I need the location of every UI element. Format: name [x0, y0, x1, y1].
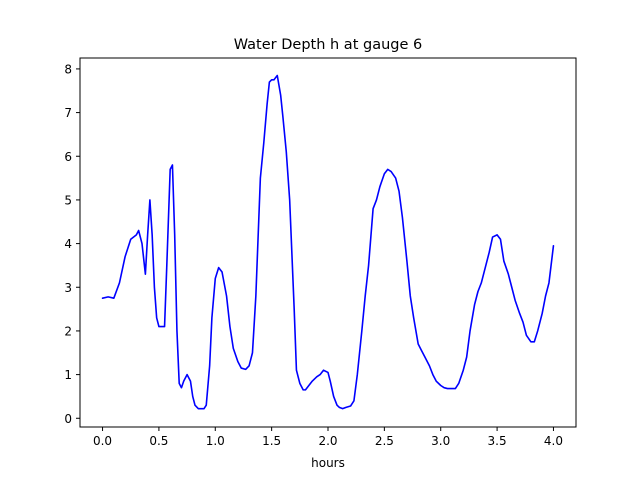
y-tick-label: 1	[64, 368, 72, 382]
y-tick-label: 6	[64, 150, 72, 164]
x-tick-label: 2.0	[318, 434, 337, 448]
x-axis-label: hours	[311, 456, 345, 470]
x-tick-label: 2.5	[375, 434, 394, 448]
y-tick-label: 0	[64, 412, 72, 426]
series-line-0	[101, 74, 555, 410]
plot-area	[101, 74, 555, 410]
x-tick-label: 1.5	[262, 434, 281, 448]
x-tick-label: 1.0	[206, 434, 225, 448]
x-tick-label: 3.0	[431, 434, 450, 448]
y-tick-label: 8	[64, 62, 72, 76]
y-tick-label: 7	[64, 106, 72, 120]
chart-title: Water Depth h at gauge 6	[234, 37, 422, 53]
x-tick-label: 3.5	[488, 434, 507, 448]
y-tick-label: 3	[64, 281, 72, 295]
x-axis: 0.0 0.5 1.0 1.5 2.0 2.5 3.0 3.5 4.0	[93, 427, 563, 448]
y-tick-label: 2	[64, 324, 72, 338]
x-tick-label: 0.0	[93, 434, 112, 448]
x-tick-label: 0.5	[149, 434, 168, 448]
x-tick-label: 4.0	[544, 434, 563, 448]
y-axis: 0 1 2 3 4 5 6 7 8	[64, 62, 80, 426]
y-tick-label: 4	[64, 237, 72, 251]
y-tick-label: 5	[64, 193, 72, 207]
